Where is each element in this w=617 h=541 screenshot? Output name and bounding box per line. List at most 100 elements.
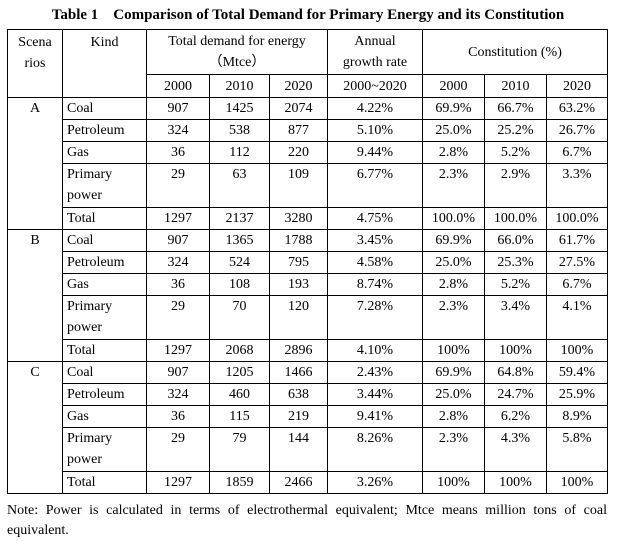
demand-2020-cell: 2896 xyxy=(269,339,328,362)
demand-2000-cell: 1297 xyxy=(146,471,210,494)
demand-2000-cell: 36 xyxy=(146,273,210,296)
kind-cell: Coal xyxy=(62,229,147,252)
header-year-row: 2000 2010 2020 2000~2020 2000 2010 2020 xyxy=(8,74,609,98)
demand-2020-cell: 220 xyxy=(269,141,328,164)
demand-2000-cell: 907 xyxy=(146,361,210,384)
table-title: Table 1 Comparison of Total Demand for Pr… xyxy=(7,7,609,24)
growth-rate-cell: 2.43% xyxy=(327,361,423,384)
table-row: Primary power 29 70 120 7.28% 2.3% 3.4% 4.1% xyxy=(8,295,609,340)
col-header-demand-2000: 2000 xyxy=(146,74,210,98)
demand-2020-cell: 795 xyxy=(269,251,328,274)
constitution-2000-cell: 100% xyxy=(422,471,485,494)
demand-2010-cell: 1425 xyxy=(209,97,270,120)
demand-2000-cell: 29 xyxy=(146,163,210,208)
footnote: Note: Power is calculated in terms of el… xyxy=(7,503,607,538)
demand-2020-cell: 219 xyxy=(269,405,328,428)
kind-cell: Coal xyxy=(62,97,147,120)
demand-2020-cell: 3280 xyxy=(269,207,328,230)
kind-cell: Petroleum xyxy=(62,119,147,142)
growth-rate-cell: 4.10% xyxy=(327,339,423,362)
demand-2000-cell: 29 xyxy=(146,427,210,472)
table-row: A Coal 907 1425 2074 4.22% 69.9% 66.7% 63.2% xyxy=(7,97,609,230)
constitution-2000-cell: 100.0% xyxy=(422,207,485,230)
kind-cell: Primary power xyxy=(62,427,147,472)
growth-rate-cell: 8.74% xyxy=(327,273,423,296)
table-row: Petroleum 324 538 877 5.10% 25.0% 25.2% 26.7% xyxy=(8,119,609,142)
constitution-2020-cell: 59.4% xyxy=(545,361,609,384)
constitution-2020-cell: 25.9% xyxy=(545,383,609,406)
constitution-2020-cell: 6.7% xyxy=(545,141,609,164)
col-header-growth-period: 2000~2020 xyxy=(327,74,423,98)
demand-2020-cell: 1788 xyxy=(269,229,328,252)
demand-2020-cell: 144 xyxy=(269,427,328,472)
table-number-label: Table 1 xyxy=(51,7,99,23)
table-row: Gas 36 108 193 8.74% 2.8% 5.2% 6.7% xyxy=(8,273,609,296)
demand-2010-cell: 1205 xyxy=(209,361,270,384)
constitution-2000-cell: 2.8% xyxy=(422,273,485,296)
constitution-2020-cell: 63.2% xyxy=(545,97,609,120)
demand-2010-cell: 460 xyxy=(209,383,270,406)
demand-2000-cell: 324 xyxy=(146,383,210,406)
growth-rate-cell: 9.44% xyxy=(327,141,423,164)
col-header-constitution-2020: 2020 xyxy=(545,74,609,98)
constitution-2000-cell: 25.0% xyxy=(422,383,485,406)
demand-2000-cell: 1297 xyxy=(146,207,210,230)
table-row: Total 1297 1859 2466 3.26% 100% 100% 100% xyxy=(8,471,609,494)
constitution-2000-cell: 69.9% xyxy=(422,361,485,384)
demand-2020-cell: 2466 xyxy=(269,471,328,494)
constitution-2010-cell: 5.2% xyxy=(484,141,547,164)
table-row: C Coal 907 1205 1466 2.43% 69.9% 64.8% 59.4% xyxy=(7,361,609,494)
kind-cell: Petroleum xyxy=(62,383,147,406)
demand-2010-cell: 524 xyxy=(209,251,270,274)
growth-rate-cell: 6.77% xyxy=(327,163,423,208)
constitution-2000-cell: 2.3% xyxy=(422,163,485,208)
constitution-2020-cell: 100% xyxy=(545,471,609,494)
col-header-constitution-2010: 2010 xyxy=(484,74,547,98)
demand-2020-cell: 638 xyxy=(269,383,328,406)
constitution-2010-cell: 3.4% xyxy=(484,295,547,340)
col-header-constitution-2000: 2000 xyxy=(422,74,485,98)
constitution-2010-cell: 25.2% xyxy=(484,119,547,142)
col-header-demand-2010: 2010 xyxy=(209,74,270,98)
constitution-2020-cell: 4.1% xyxy=(545,295,609,340)
demand-2000-cell: 36 xyxy=(146,141,210,164)
constitution-2010-cell: 6.2% xyxy=(484,405,547,428)
kind-cell: Petroleum xyxy=(62,251,147,274)
table-row: Primary power 29 79 144 8.26% 2.3% 4.3% 5.8% xyxy=(8,427,609,472)
table-row: Total 1297 2068 2896 4.10% 100% 100% 100% xyxy=(8,339,609,362)
col-header-growth-group: Annual growth rate xyxy=(327,29,423,75)
constitution-2010-cell: 66.7% xyxy=(484,97,547,120)
energy-demand-table: Scena rios Kind Total demand for energy … xyxy=(7,29,609,494)
demand-2000-cell: 324 xyxy=(146,119,210,142)
demand-2000-cell: 36 xyxy=(146,405,210,428)
demand-2000-cell: 29 xyxy=(146,295,210,340)
table-row: Petroleum 324 460 638 3.44% 25.0% 24.7% 25.9% xyxy=(8,383,609,406)
demand-2020-cell: 120 xyxy=(269,295,328,340)
growth-rate-cell: 9.41% xyxy=(327,405,423,428)
constitution-2020-cell: 26.7% xyxy=(545,119,609,142)
constitution-2020-cell: 100.0% xyxy=(545,207,609,230)
constitution-2000-cell: 69.9% xyxy=(422,97,485,120)
demand-2000-cell: 324 xyxy=(146,251,210,274)
demand-2020-cell: 2074 xyxy=(269,97,328,120)
demand-2010-cell: 2137 xyxy=(209,207,270,230)
growth-rate-cell: 3.44% xyxy=(327,383,423,406)
demand-2020-cell: 877 xyxy=(269,119,328,142)
constitution-2010-cell: 5.2% xyxy=(484,273,547,296)
col-header-constitution-group: Constitution (%) xyxy=(421,29,609,75)
table-row: B Coal 907 1365 1788 3.45% 69.9% 66.0% 61.7% xyxy=(7,229,609,362)
constitution-2020-cell: 100% xyxy=(545,339,609,362)
growth-rate-cell: 5.10% xyxy=(327,119,423,142)
constitution-2010-cell: 64.8% xyxy=(484,361,547,384)
kind-cell: Total xyxy=(62,339,147,362)
constitution-2020-cell: 27.5% xyxy=(545,251,609,274)
growth-rate-cell: 4.22% xyxy=(327,97,423,120)
demand-2010-cell: 115 xyxy=(209,405,270,428)
demand-2000-cell: 1297 xyxy=(146,339,210,362)
constitution-2020-cell: 6.7% xyxy=(545,273,609,296)
kind-cell: Total xyxy=(62,207,147,230)
growth-rate-cell: 4.75% xyxy=(327,207,423,230)
growth-rate-cell: 7.28% xyxy=(327,295,423,340)
demand-2020-cell: 109 xyxy=(269,163,328,208)
constitution-2010-cell: 100% xyxy=(484,339,547,362)
